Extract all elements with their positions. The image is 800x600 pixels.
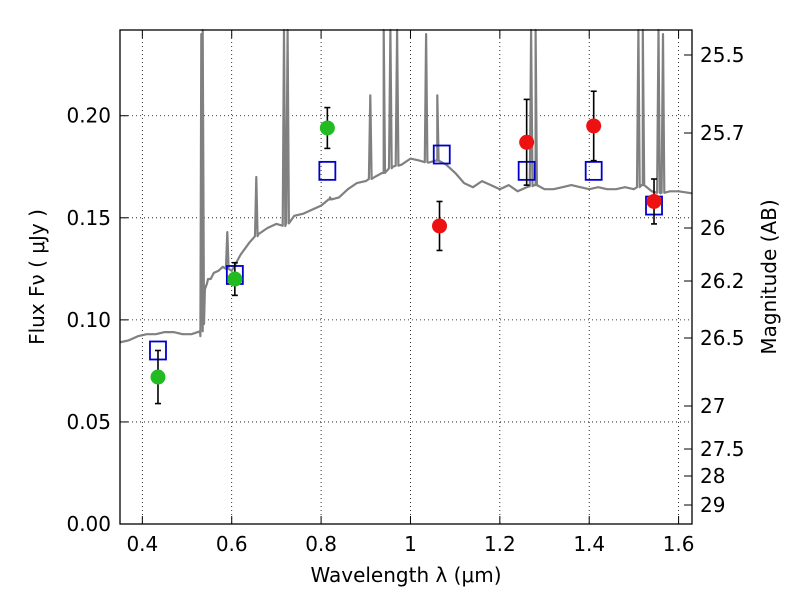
right-y-axis-label: Magnitude (AB) <box>757 199 781 354</box>
right-y-tick-label: 25.5 <box>700 43 745 67</box>
observed-point-red <box>586 118 602 134</box>
x-tick-label: 1 <box>404 532 417 556</box>
y-tick-label: 0.05 <box>66 410 111 434</box>
x-tick-label: 0.4 <box>126 532 158 556</box>
model-square <box>318 160 337 181</box>
observed-point-green <box>150 369 166 385</box>
right-y-tick-label: 25.7 <box>700 121 745 145</box>
model-square <box>584 160 603 181</box>
observed-point-red <box>646 193 662 209</box>
right-y-tick-label: 27 <box>700 394 725 418</box>
right-y-tick-label: 26 <box>700 216 725 240</box>
plot-area <box>120 30 692 524</box>
plot-frame <box>119 29 693 525</box>
observed-point-red <box>432 218 448 234</box>
observed-point-red <box>519 134 535 150</box>
x-tick-label: 1.4 <box>573 532 605 556</box>
y-tick-label: 0.10 <box>66 308 111 332</box>
right-y-tick-label: 29 <box>700 493 725 517</box>
spectrum-line <box>119 28 693 344</box>
right-y-tick-label: 27.5 <box>700 437 745 461</box>
right-y-tick-label: 28 <box>700 464 725 488</box>
y-tick-label: 0.00 <box>66 512 111 536</box>
y-tick-label: 0.20 <box>66 104 111 128</box>
model-square <box>432 144 451 165</box>
x-tick-label: 0.8 <box>305 532 337 556</box>
x-tick-label: 1.2 <box>484 532 516 556</box>
y-tick-label: 0.15 <box>66 206 111 230</box>
observed-point-green <box>319 120 335 136</box>
y-axis-label: Flux Fν ( μJy ) <box>25 209 49 345</box>
x-axis-label: Wavelength λ (μm) <box>310 563 501 587</box>
right-y-tick-label: 26.5 <box>700 326 745 350</box>
observed-point-green <box>227 271 243 287</box>
x-tick-label: 0.6 <box>216 532 248 556</box>
right-y-tick-label: 26.2 <box>700 269 745 293</box>
x-tick-label: 1.6 <box>663 532 695 556</box>
